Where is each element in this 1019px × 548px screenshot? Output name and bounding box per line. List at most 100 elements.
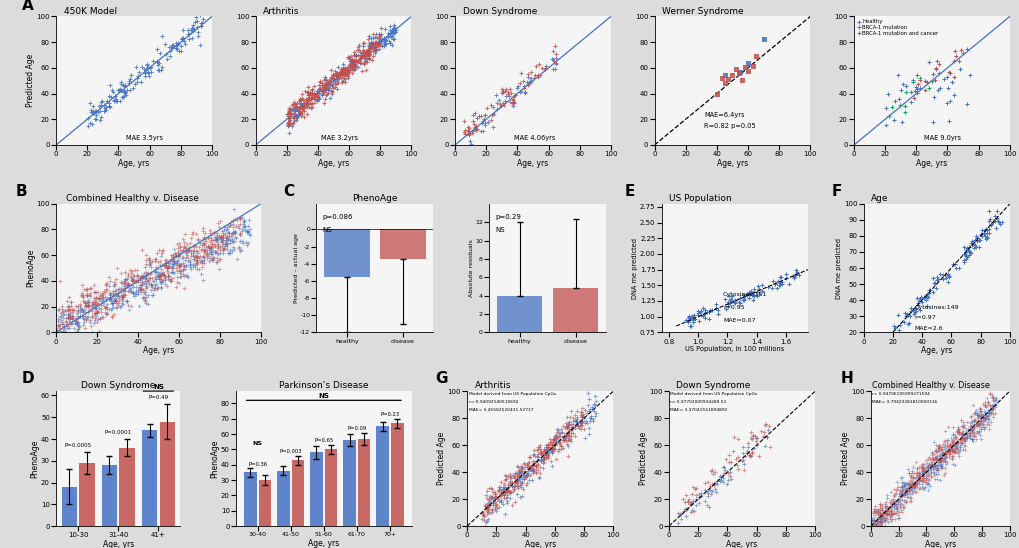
Point xyxy=(976,422,993,431)
Point xyxy=(740,450,756,459)
Point xyxy=(580,389,596,398)
Bar xyxy=(310,453,322,526)
Point xyxy=(195,276,211,284)
Point xyxy=(64,312,81,321)
Point xyxy=(82,99,98,108)
Text: NS: NS xyxy=(494,227,504,233)
Point xyxy=(202,243,218,252)
Point xyxy=(496,471,513,480)
Point xyxy=(980,402,997,411)
Point xyxy=(918,292,934,300)
Point xyxy=(876,516,893,524)
Point xyxy=(60,332,76,340)
Point xyxy=(881,506,898,515)
Point xyxy=(986,401,1003,409)
Point xyxy=(461,129,477,138)
Point xyxy=(120,272,137,281)
Point xyxy=(519,461,535,470)
Point xyxy=(941,441,957,449)
Point xyxy=(884,509,901,518)
Point xyxy=(345,48,362,56)
Point xyxy=(61,323,77,332)
Point xyxy=(101,305,117,313)
Point xyxy=(491,482,507,491)
Point xyxy=(505,484,522,493)
Point xyxy=(868,522,884,530)
Point xyxy=(498,490,515,499)
Point xyxy=(364,40,380,49)
Point xyxy=(911,473,927,482)
Point xyxy=(313,78,329,87)
Point xyxy=(280,121,297,130)
Point xyxy=(90,108,106,117)
Point xyxy=(279,119,296,128)
Point xyxy=(77,302,94,311)
Point xyxy=(949,444,965,453)
Point xyxy=(533,64,549,72)
Point xyxy=(361,54,377,62)
Point xyxy=(318,78,334,87)
Point xyxy=(917,475,933,484)
Point xyxy=(319,78,335,87)
Point xyxy=(560,421,577,430)
Point xyxy=(132,287,149,296)
Point xyxy=(120,300,137,309)
Point xyxy=(184,245,201,254)
Point xyxy=(460,125,476,134)
Point xyxy=(500,478,517,487)
Point xyxy=(143,67,159,76)
Point xyxy=(927,453,944,462)
Point xyxy=(577,417,593,426)
Point xyxy=(505,98,522,106)
Point xyxy=(524,461,540,470)
Point xyxy=(181,243,198,252)
Point xyxy=(910,472,926,481)
Point xyxy=(878,505,895,514)
Point xyxy=(96,287,112,295)
Point xyxy=(327,72,343,81)
Point xyxy=(166,269,182,278)
Point xyxy=(361,54,377,63)
Point xyxy=(144,282,160,291)
Point xyxy=(972,418,988,427)
Point xyxy=(313,90,329,99)
Point xyxy=(91,102,107,111)
Healthy xyxy=(930,83,947,92)
Point xyxy=(324,87,340,95)
Point xyxy=(78,292,95,300)
Point xyxy=(872,505,889,514)
Point xyxy=(283,100,300,109)
Point xyxy=(190,31,206,40)
Point xyxy=(543,444,559,453)
Point xyxy=(553,427,570,436)
Point xyxy=(323,73,339,82)
Point xyxy=(84,301,100,310)
Point xyxy=(127,290,144,299)
Point xyxy=(95,297,111,306)
Point xyxy=(153,271,169,279)
Point xyxy=(926,462,943,471)
Point xyxy=(123,276,140,284)
Point xyxy=(341,62,358,71)
Point xyxy=(342,56,359,65)
Point xyxy=(377,35,393,43)
Point xyxy=(935,456,952,465)
Point xyxy=(513,68,529,77)
Point xyxy=(328,70,344,78)
Point xyxy=(63,320,79,329)
Point xyxy=(521,453,537,462)
Point xyxy=(508,479,525,488)
Point xyxy=(787,270,803,278)
Point xyxy=(304,102,320,111)
Point xyxy=(166,248,182,257)
Point xyxy=(942,433,958,442)
Point xyxy=(506,468,523,477)
Point xyxy=(129,289,146,298)
Point xyxy=(156,40,172,49)
Point xyxy=(239,226,256,235)
Point xyxy=(174,34,191,43)
Point xyxy=(543,446,559,455)
Point xyxy=(286,113,303,122)
Point xyxy=(882,499,899,507)
Point xyxy=(320,85,336,94)
